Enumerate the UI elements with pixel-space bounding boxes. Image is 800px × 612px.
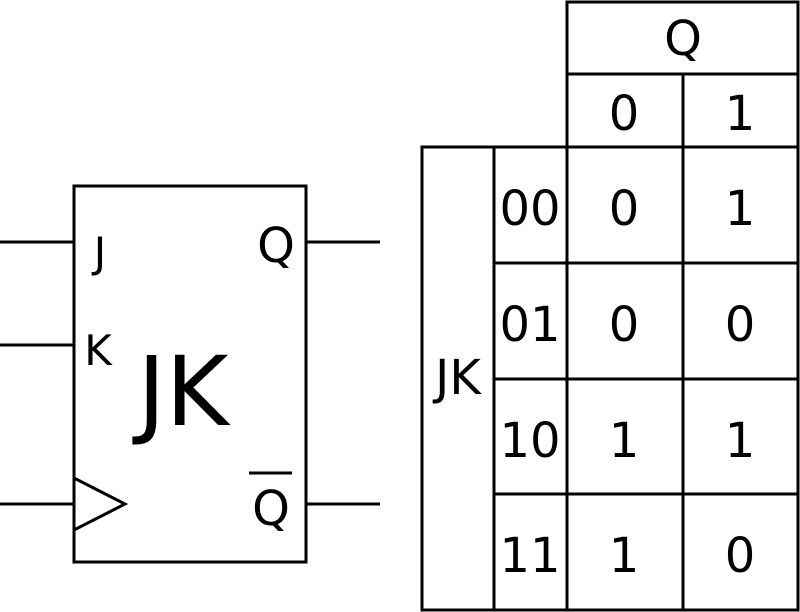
kmap-cell: 1 [725,413,756,469]
karnaugh-map: Q 0 1 JK 00 0 1 01 0 0 10 1 1 11 1 0 [420,0,800,612]
kmap-cell: 1 [609,413,640,469]
q-output-label: Q [257,218,295,274]
kmap-row-label: 10 [499,413,560,469]
kmap-col-header: 0 [609,86,640,142]
q-bar-output-label: Q [252,481,290,537]
flipflop-symbol: J K JK Q Q [0,184,380,564]
clock-triangle-icon [73,476,129,532]
kmap-cell: 0 [725,297,756,353]
kmap-row-label: 11 [499,528,560,584]
kmap-cell: 1 [609,528,640,584]
kmap-col-var: Q [664,11,702,67]
kmap-col-header: 1 [725,86,756,142]
kmap-cell: 0 [609,181,640,237]
kmap-row-label: 01 [499,297,560,353]
kmap-row-label: 00 [499,181,560,237]
k-input-label: K [84,326,113,375]
kmap-cell: 0 [609,297,640,353]
j-input-label: J [91,228,106,277]
kmap-row-var: JK [432,350,482,406]
kmap-cell: 1 [725,181,756,237]
flipflop-title: JK [132,336,230,448]
kmap-cell: 0 [725,528,756,584]
flipflop-body [72,184,308,564]
